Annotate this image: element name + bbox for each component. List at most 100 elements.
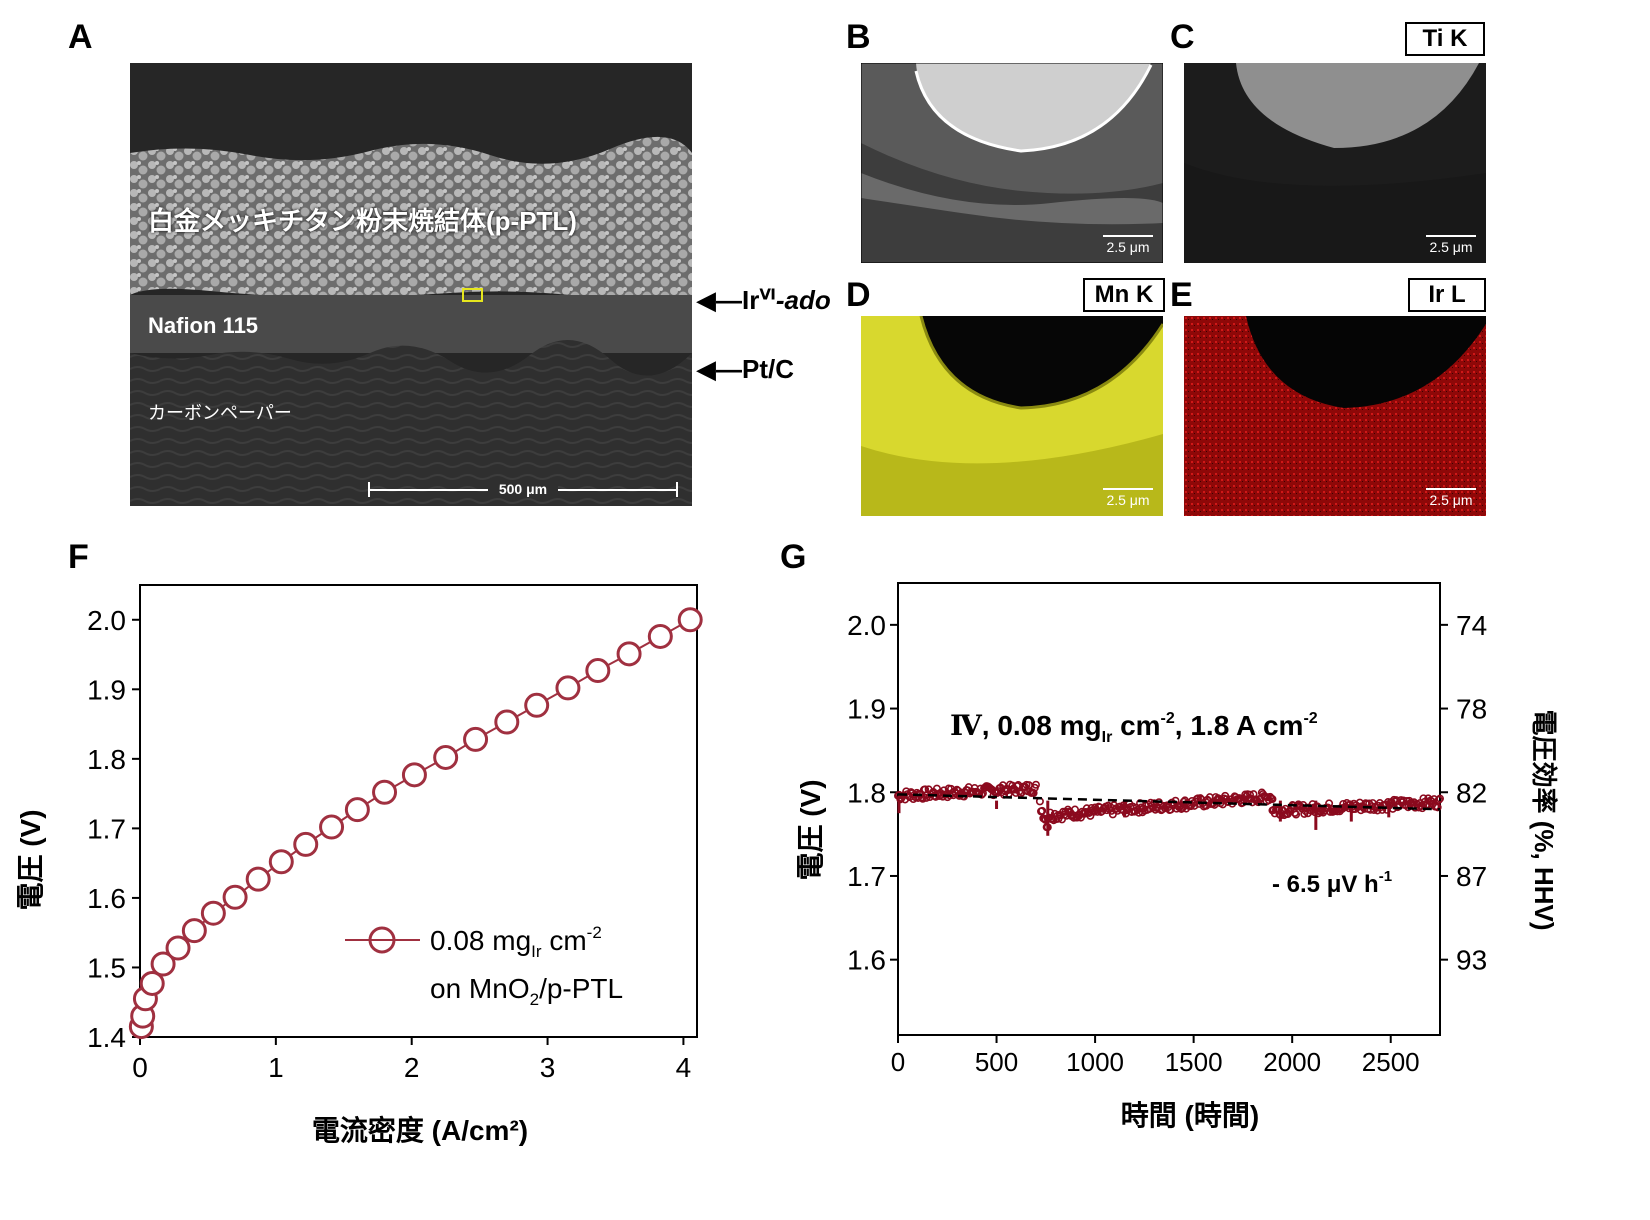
- series-line: [140, 618, 691, 1027]
- data-point: [977, 790, 986, 799]
- arrow-label-bottom: ◀—Pt/C: [696, 354, 794, 384]
- sem-zoom-image: 2.5 μm: [861, 63, 1163, 263]
- x-tick-label: 3: [540, 1052, 556, 1083]
- sem-scale-bar: 500 μm: [368, 481, 678, 497]
- data-point: [222, 884, 248, 910]
- x-tick-label: 2000: [1263, 1047, 1321, 1077]
- data-point: [1031, 780, 1040, 789]
- arrow-left-icon: ◀—: [696, 354, 742, 384]
- ti-k-label: Ti K: [1405, 22, 1485, 56]
- arrow-left-icon: ◀—: [696, 285, 742, 315]
- carbon-label: カーボンペーパー: [148, 403, 292, 423]
- data-point: [1177, 804, 1186, 813]
- data-point: [647, 623, 673, 649]
- panel-label-c: C: [1170, 18, 1195, 56]
- data-point: [555, 675, 581, 701]
- chart-f-legend: 0.08 mgIr cm-2 on MnO2/p-PTL: [345, 923, 623, 1009]
- data-point: [1433, 803, 1442, 812]
- x-tick-label: 1500: [1165, 1047, 1223, 1077]
- legend-marker: [368, 926, 396, 954]
- ti-map-image: 2.5 μm: [1184, 63, 1486, 263]
- data-point: [1038, 806, 1047, 815]
- data-point: [1419, 794, 1428, 803]
- chart-f-xlabel: 電流密度 (A/cm²): [312, 1114, 528, 1146]
- data-point: [372, 779, 398, 805]
- y-right-tick-label: 78: [1456, 694, 1487, 725]
- scale-bar-d: 2.5 μm: [1103, 488, 1153, 508]
- x-tick-label: 2500: [1362, 1047, 1420, 1077]
- data-point: [1435, 794, 1444, 803]
- y-tick-label: 1.9: [847, 694, 886, 725]
- data-point: [1029, 789, 1038, 798]
- data-point: [1292, 810, 1301, 819]
- durability-chart: 電圧 (V) 電圧効率 (%, HHV) 時間 (時間) 0 500 1000 150…: [795, 582, 1559, 1131]
- arrow-label-top: ◀—IrⅥ-ado: [696, 285, 831, 315]
- chart-g-xlabel: 時間 (時間): [1121, 1100, 1259, 1131]
- x-tick-label: 2: [404, 1052, 420, 1083]
- data-point: [1190, 801, 1199, 810]
- chart-g-annotation: Ⅳ, 0.08 mgIr cm-2, 1.8 A cm-2: [950, 709, 1318, 746]
- panel-label-g: G: [780, 538, 807, 576]
- y-tick-label: 1.4: [87, 1022, 126, 1053]
- data-point: [165, 935, 191, 961]
- data-point: [401, 762, 427, 788]
- scale-bar-c: 2.5 μm: [1426, 235, 1476, 255]
- data-point: [139, 970, 165, 996]
- y-tick-label: 1.9: [87, 674, 126, 705]
- y-tick-label: 1.8: [87, 744, 126, 775]
- mn-map-image: 2.5 μm: [861, 316, 1163, 516]
- x-tick-label: 1000: [1066, 1047, 1124, 1077]
- panel-label-d: D: [846, 276, 871, 314]
- y-right-tick-label: 87: [1456, 861, 1487, 892]
- y-tick-label: 1.8: [847, 777, 886, 808]
- y-right-tick-label: 93: [1456, 945, 1487, 976]
- y-tick-label: 2.0: [87, 605, 126, 636]
- y-tick-label: 2.0: [847, 610, 886, 641]
- y-tick-label: 1.7: [847, 861, 886, 892]
- sem-image: 白金メッキチタン粉末焼結体(p-PTL) Nafion 115 カーボンペーパー…: [130, 63, 692, 506]
- legend-label-line1: 0.08 mgIr cm-2: [430, 923, 602, 961]
- y-right-tick-label: 82: [1456, 777, 1487, 808]
- x-tick-label: 0: [891, 1047, 905, 1077]
- data-point: [463, 726, 489, 752]
- data-point: [918, 794, 927, 803]
- panel-label-f: F: [68, 538, 89, 576]
- x-tick-label: 4: [676, 1052, 692, 1083]
- data-point: [433, 744, 459, 770]
- ir-map-image: 2.5 μm: [1184, 316, 1486, 516]
- y-tick-label: 1.5: [87, 952, 126, 983]
- chart-f-ylabel: 電圧 (V): [15, 809, 46, 910]
- sem-scale-label: 500 μm: [488, 481, 558, 497]
- x-tick-label: 0: [132, 1052, 148, 1083]
- data-point: [524, 692, 550, 718]
- panel-label-a: A: [68, 18, 93, 56]
- data-point: [677, 607, 703, 633]
- chart-g-ylabel: 電圧 (V): [795, 779, 826, 880]
- data-point: [245, 866, 271, 892]
- polarization-chart: 電圧 (V) 電流密度 (A/cm²) 0 1 2 3 4 1.4 1.5 1.6 1.7 1.8…: [15, 584, 703, 1146]
- data-point: [319, 814, 345, 840]
- data-point: [1434, 795, 1443, 804]
- sem-texture: [130, 63, 692, 506]
- data-point: [150, 951, 176, 977]
- data-point: [200, 900, 226, 926]
- data-point: [1246, 790, 1255, 799]
- y-tick-label: 1.7: [87, 813, 126, 844]
- data-point: [181, 918, 207, 944]
- data-point: [293, 831, 319, 857]
- y-tick-label: 1.6: [87, 883, 126, 914]
- ir-l-label: Ir L: [1408, 278, 1486, 312]
- y-tick-label: 1.6: [847, 945, 886, 976]
- chart-g-rate: - 6.5 μV h-1: [1272, 868, 1392, 898]
- data-point: [585, 658, 611, 684]
- x-tick-label: 1: [268, 1052, 284, 1083]
- trend-line: [897, 793, 1441, 811]
- x-tick-label: 500: [975, 1047, 1018, 1077]
- data-point: [1268, 795, 1277, 804]
- panel-label-b: B: [846, 18, 871, 56]
- legend-label-line2: on MnO2/p-PTL: [430, 973, 623, 1009]
- scale-bar-e: 2.5 μm: [1426, 488, 1476, 508]
- ptl-label: 白金メッキチタン粉末焼結体(p-PTL): [148, 206, 577, 236]
- mn-k-label: Mn K: [1083, 278, 1165, 312]
- chart-g-ylabel-right: 電圧効率 (%, HHV): [1529, 709, 1559, 930]
